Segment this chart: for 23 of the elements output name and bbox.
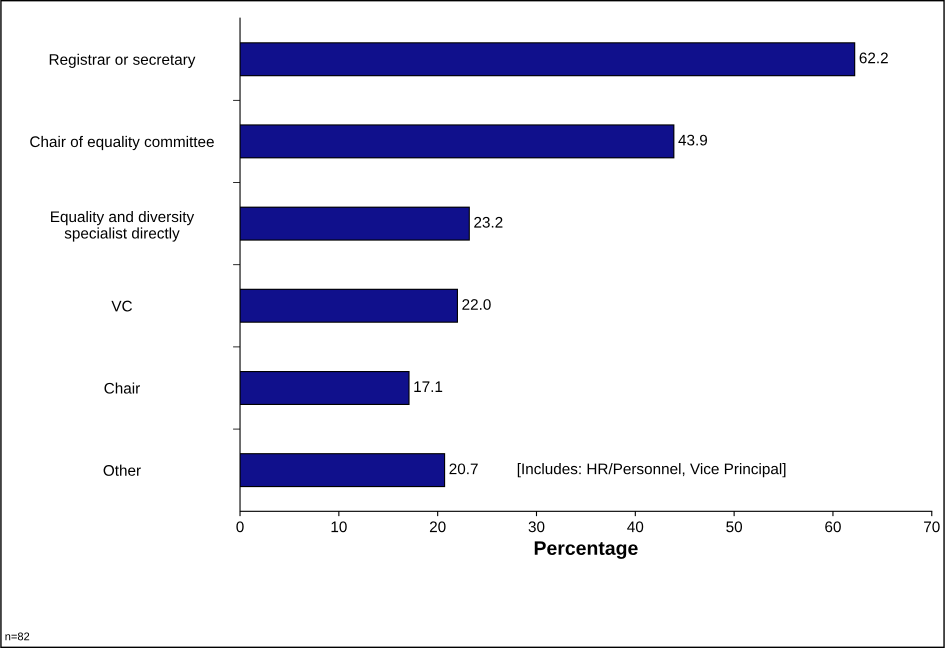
x-tick-label: 20	[430, 521, 446, 532]
y-tick-label: Equality and diversity specialist directly	[51, 210, 194, 242]
data-label: 23.2	[474, 216, 502, 228]
x-tick-label: 70	[924, 521, 940, 532]
data-label: 62.2	[860, 52, 888, 64]
annotation: [Includes: HR/Personnel, Vice Principal]	[518, 463, 786, 478]
x-tick-label: 30	[528, 521, 544, 532]
text: n=82	[5, 632, 30, 640]
x-tick-label: 40	[627, 521, 644, 532]
y-tick-label: VC	[111, 300, 132, 312]
data-label: 20.7	[450, 463, 478, 474]
y-tick-label: Other	[104, 464, 141, 476]
data-label: 22.0	[462, 299, 491, 310]
x-tick-label: 0	[236, 521, 244, 532]
data-label: 43.9	[678, 134, 708, 146]
y-tick-label: Chair	[104, 382, 140, 394]
data-label: 17.1	[414, 381, 442, 392]
x-tick-label: 60	[825, 521, 841, 532]
y-tick-label: Registrar or secretary	[50, 54, 196, 68]
x-axis-title: Percentage	[534, 541, 638, 559]
x-tick-label: 50	[726, 521, 742, 532]
x-tick-label: 10	[332, 521, 347, 532]
y-tick-label: Chair of equality committee	[30, 136, 214, 150]
